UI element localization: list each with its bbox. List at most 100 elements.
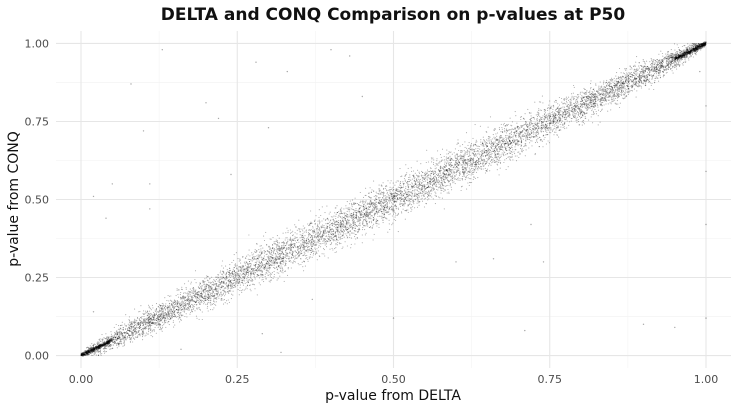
- data-point: [167, 316, 169, 318]
- data-point: [260, 275, 262, 277]
- data-point: [135, 331, 137, 333]
- data-point: [593, 99, 595, 101]
- data-point: [363, 213, 365, 215]
- data-point: [240, 274, 242, 276]
- data-point: [357, 218, 359, 220]
- data-point: [428, 174, 430, 176]
- data-point: [424, 188, 426, 191]
- data-point: [354, 226, 356, 228]
- data-point: [229, 284, 231, 286]
- data-point: [364, 202, 366, 204]
- data-point: [258, 251, 261, 253]
- data-point: [536, 119, 538, 121]
- data-point: [318, 238, 320, 240]
- data-point: [110, 333, 112, 335]
- data-point: [257, 254, 259, 256]
- data-point: [429, 195, 432, 197]
- data-point: [167, 320, 169, 322]
- data-point: [317, 220, 319, 222]
- data-point: [694, 46, 697, 48]
- data-point: [328, 238, 330, 240]
- data-point: [496, 163, 498, 165]
- data-point: [545, 125, 547, 127]
- data-point: [341, 225, 343, 227]
- data-point: [336, 239, 338, 241]
- data-point: [480, 144, 482, 146]
- data-point: [295, 254, 297, 256]
- data-point: [469, 151, 471, 153]
- data-point: [654, 81, 656, 83]
- data-point: [454, 183, 456, 185]
- data-point: [288, 258, 290, 260]
- data-point: [533, 118, 536, 120]
- data-point: [287, 247, 289, 249]
- data-point: [553, 114, 555, 116]
- data-point: [497, 142, 499, 144]
- data-point: [520, 116, 523, 118]
- data-point: [407, 209, 409, 211]
- data-point: [384, 206, 386, 208]
- data-point: [255, 266, 257, 269]
- data-point: [560, 129, 562, 131]
- data-point: [483, 144, 485, 146]
- data-point: [376, 213, 379, 215]
- data-point: [376, 192, 378, 194]
- data-point: [623, 72, 625, 75]
- data-point: [550, 114, 552, 116]
- data-point: [675, 51, 677, 54]
- data-point: [382, 208, 384, 210]
- data-point: [475, 171, 478, 173]
- data-point: [256, 271, 258, 273]
- data-point: [665, 57, 667, 60]
- data-point: [563, 99, 565, 101]
- data-point: [561, 115, 564, 117]
- data-point: [436, 180, 438, 182]
- data-point: [444, 185, 446, 187]
- data-point: [108, 344, 110, 346]
- data-point: [211, 290, 214, 292]
- data-point: [483, 139, 485, 141]
- data-point: [370, 191, 372, 193]
- data-point: [312, 227, 314, 229]
- data-point: [222, 277, 225, 279]
- data-point: [442, 188, 445, 190]
- data-point: [661, 62, 663, 64]
- data-point: [300, 263, 302, 266]
- data-point: [101, 341, 103, 343]
- data-point: [659, 67, 661, 69]
- data-point: [591, 99, 593, 102]
- data-point: [158, 314, 160, 316]
- data-point: [423, 190, 425, 192]
- data-point: [655, 61, 657, 63]
- data-point: [128, 320, 131, 322]
- data-point: [570, 100, 572, 102]
- data-point: [589, 96, 591, 98]
- data-point: [509, 150, 511, 152]
- data-point: [381, 185, 383, 187]
- data-point: [641, 68, 643, 70]
- data-point: [676, 55, 678, 57]
- data-point: [252, 283, 254, 285]
- data-point: [671, 59, 673, 61]
- data-point: [489, 170, 491, 172]
- data-point: [85, 351, 87, 353]
- data-point: [472, 168, 474, 170]
- data-point: [601, 109, 603, 111]
- data-point: [457, 177, 459, 179]
- data-point: [105, 338, 107, 340]
- data-point: [353, 232, 355, 234]
- data-point: [196, 300, 198, 302]
- data-point: [133, 322, 135, 325]
- data-point: [688, 44, 690, 46]
- data-point: [107, 346, 109, 348]
- data-point: [323, 242, 325, 244]
- data-point: [416, 198, 418, 200]
- data-point: [222, 275, 224, 277]
- data-point: [146, 319, 148, 321]
- data-point: [530, 121, 532, 123]
- data-point: [220, 287, 222, 289]
- data-point: [335, 251, 337, 253]
- data-point: [638, 75, 640, 77]
- data-point: [99, 340, 101, 342]
- data-point: [333, 220, 335, 222]
